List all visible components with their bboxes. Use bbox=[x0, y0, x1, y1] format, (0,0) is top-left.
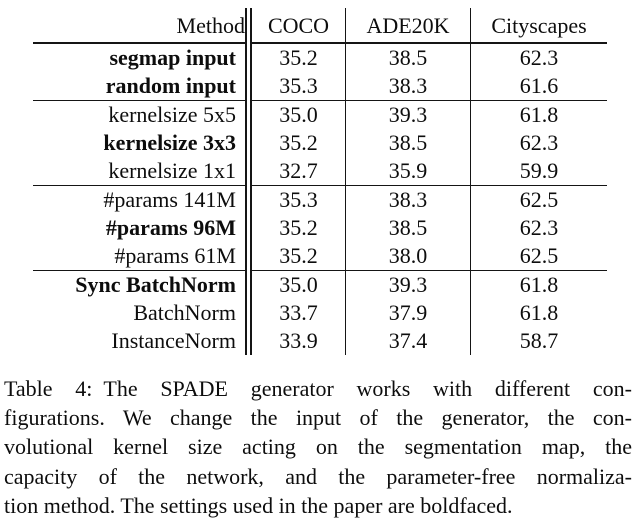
cityscapes-value-cell: 62.3 bbox=[470, 43, 607, 72]
table-row: random input 35.3 38.3 61.6 bbox=[33, 72, 607, 101]
coco-value-cell: 35.2 bbox=[245, 129, 346, 157]
method-cell: Sync BatchNorm bbox=[75, 272, 236, 297]
column-header-cityscapes: Cityscapes bbox=[470, 8, 607, 44]
ade20k-value-cell: 39.3 bbox=[345, 270, 471, 299]
ade20k-value-cell: 38.5 bbox=[345, 43, 471, 72]
method-cell: BatchNorm bbox=[133, 300, 236, 325]
method-cell: segmap input bbox=[109, 45, 236, 70]
table-row: kernelsize 5x5 35.0 39.3 61.8 bbox=[33, 100, 607, 129]
ade20k-value-cell: 39.3 bbox=[345, 100, 471, 129]
table-row: #params 96M 35.2 38.5 62.3 bbox=[33, 214, 607, 242]
coco-value-cell: 35.3 bbox=[245, 185, 346, 214]
coco-value-cell: 35.2 bbox=[245, 43, 346, 72]
column-header-ade20k: ADE20K bbox=[345, 8, 471, 44]
method-cell: kernelsize 5x5 bbox=[108, 102, 236, 127]
coco-value-cell: 35.0 bbox=[245, 270, 346, 299]
method-cell: kernelsize 3x3 bbox=[103, 130, 236, 155]
method-cell: #params 141M bbox=[103, 187, 236, 212]
table-row: #params 61M 35.2 38.0 62.5 bbox=[33, 242, 607, 271]
column-header-method: Method bbox=[33, 8, 249, 44]
coco-value-cell: 33.9 bbox=[245, 327, 346, 355]
cityscapes-value-cell: 62.5 bbox=[470, 242, 607, 271]
method-cell: InstanceNorm bbox=[111, 328, 236, 353]
ade20k-value-cell: 38.3 bbox=[345, 185, 471, 214]
header-row: Method COCO ADE20K Cityscapes bbox=[33, 8, 607, 44]
method-cell: #params 96M bbox=[105, 215, 236, 240]
coco-value-cell: 35.3 bbox=[245, 72, 346, 101]
cityscapes-value-cell: 61.8 bbox=[470, 100, 607, 129]
ade20k-value-cell: 37.9 bbox=[345, 299, 471, 327]
table-row: Sync BatchNorm 35.0 39.3 61.8 bbox=[33, 270, 607, 299]
caption-line: Table 4: The SPADE generator works with … bbox=[4, 376, 632, 401]
cityscapes-value-cell: 59.9 bbox=[470, 157, 607, 186]
cityscapes-value-cell: 61.8 bbox=[470, 270, 607, 299]
cityscapes-value-cell: 62.5 bbox=[470, 185, 607, 214]
ablation-table: Method COCO ADE20K Cityscapes segmap inp… bbox=[33, 8, 607, 355]
ade20k-value-cell: 37.4 bbox=[345, 327, 471, 355]
caption-line: tion method. The settings used in the pa… bbox=[4, 492, 513, 518]
column-header-coco: COCO bbox=[245, 8, 346, 44]
method-cell: kernelsize 1x1 bbox=[33, 157, 249, 186]
caption-line: capacity of the network, and the paramet… bbox=[4, 463, 632, 489]
method-cell: random input bbox=[33, 72, 249, 101]
caption-line: figurations. We change the input of the … bbox=[4, 405, 632, 431]
cityscapes-value-cell: 62.3 bbox=[470, 214, 607, 242]
table-header: Method COCO ADE20K Cityscapes bbox=[33, 8, 607, 44]
cityscapes-value-cell: 61.8 bbox=[470, 299, 607, 327]
table-row: InstanceNorm 33.9 37.4 58.7 bbox=[33, 327, 607, 355]
coco-value-cell: 35.2 bbox=[245, 242, 346, 271]
coco-value-cell: 35.2 bbox=[245, 214, 346, 242]
table-body: segmap input 35.2 38.5 62.3 random input… bbox=[33, 43, 607, 355]
coco-value-cell: 33.7 bbox=[245, 299, 346, 327]
ade20k-value-cell: 38.5 bbox=[345, 214, 471, 242]
method-cell: #params 61M bbox=[33, 242, 249, 271]
caption-line: volutional kernel size acting on the seg… bbox=[4, 434, 632, 460]
coco-value-cell: 35.0 bbox=[245, 100, 346, 129]
ade20k-value-cell: 35.9 bbox=[345, 157, 471, 186]
coco-value-cell: 32.7 bbox=[245, 157, 346, 186]
table-caption: Table 4: The SPADE generator works with … bbox=[4, 374, 632, 520]
cityscapes-value-cell: 58.7 bbox=[470, 327, 607, 355]
cityscapes-value-cell: 62.3 bbox=[470, 129, 607, 157]
cityscapes-value-cell: 61.6 bbox=[470, 72, 607, 101]
table-row: segmap input 35.2 38.5 62.3 bbox=[33, 43, 607, 72]
table-row: kernelsize 1x1 32.7 35.9 59.9 bbox=[33, 157, 607, 186]
table-row: kernelsize 3x3 35.2 38.5 62.3 bbox=[33, 129, 607, 157]
results-table: Method COCO ADE20K Cityscapes segmap inp… bbox=[33, 8, 607, 355]
table-row: #params 141M 35.3 38.3 62.5 bbox=[33, 185, 607, 214]
ade20k-value-cell: 38.3 bbox=[345, 72, 471, 101]
table-row: BatchNorm 33.7 37.9 61.8 bbox=[33, 299, 607, 327]
ade20k-value-cell: 38.0 bbox=[345, 242, 471, 271]
ade20k-value-cell: 38.5 bbox=[345, 129, 471, 157]
